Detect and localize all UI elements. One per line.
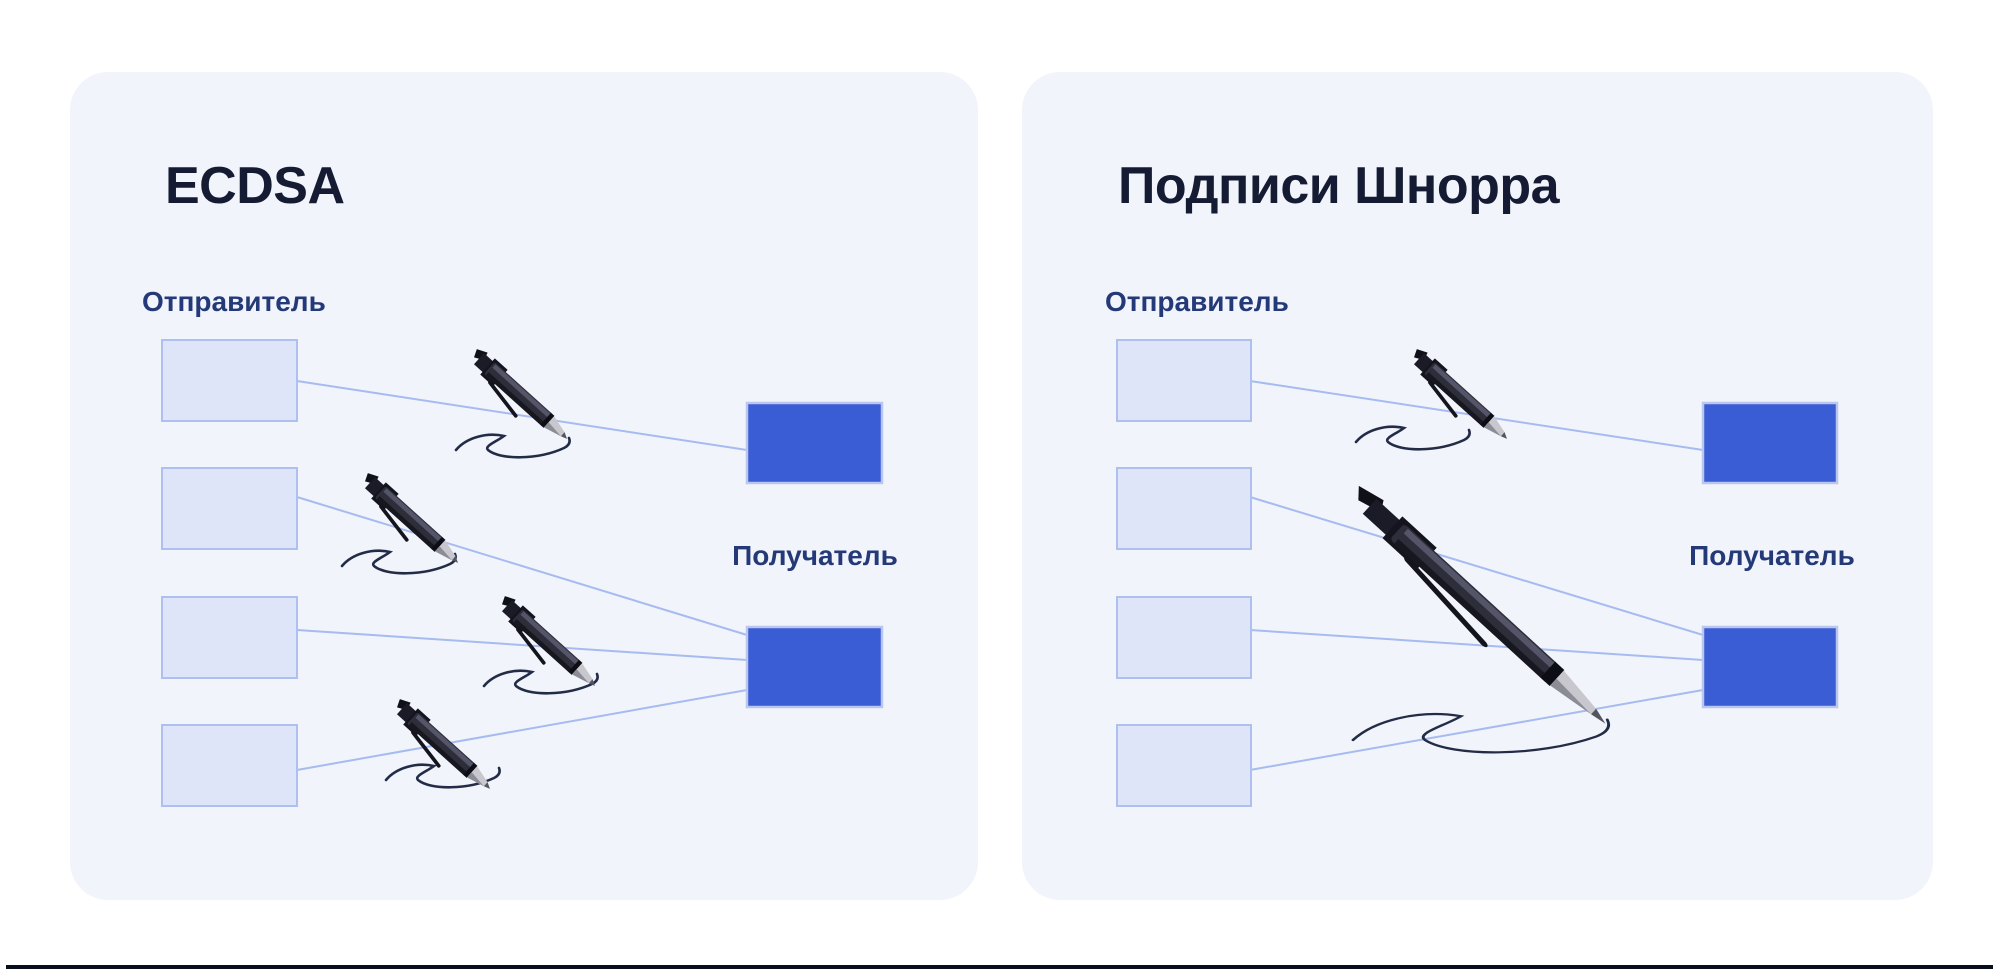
sender-box xyxy=(1116,339,1252,422)
aggregated-signature-scribble xyxy=(1351,712,1611,754)
connection-line xyxy=(1249,689,1704,771)
schnorr-diagram xyxy=(1116,339,1839,807)
connection-line xyxy=(1249,629,1704,661)
sender-box xyxy=(1116,724,1252,807)
panel-schnorr: Подписи Шнорра Отправитель Получатель xyxy=(1022,72,1933,900)
receiver-box xyxy=(745,625,884,709)
connection-line xyxy=(296,629,748,661)
receiver-label: Получатель xyxy=(732,540,898,571)
panel-title-ecdsa: ECDSA xyxy=(165,157,345,215)
connection-line xyxy=(296,689,748,771)
sender-box xyxy=(161,339,298,422)
sender-box xyxy=(1116,596,1252,679)
signature-scribble xyxy=(454,433,571,459)
signature-scribble xyxy=(340,549,457,575)
sender-box xyxy=(161,467,298,550)
receiver-box xyxy=(1701,625,1839,709)
pen-icon xyxy=(382,693,500,804)
sender-box xyxy=(161,596,298,679)
pen-icon xyxy=(1399,343,1517,454)
connection-line xyxy=(296,496,748,636)
panel-title-schnorr: Подписи Шнорра xyxy=(1118,157,1560,215)
connection-line xyxy=(296,380,748,451)
connection-line xyxy=(1249,496,1704,636)
panel-ecdsa: ECDSA Отправитель Получатель xyxy=(70,72,978,900)
pen-icon xyxy=(350,467,468,578)
ecdsa-diagram xyxy=(161,339,884,807)
sender-box xyxy=(161,724,298,807)
large-pen-icon xyxy=(1337,481,1616,741)
sender-label: Отправитель xyxy=(142,286,326,317)
receiver-box xyxy=(1701,401,1839,485)
sender-label: Отправитель xyxy=(1105,286,1289,317)
receiver-label: Получатель xyxy=(1689,540,1855,571)
bottom-divider xyxy=(6,965,1993,969)
signature-scribble xyxy=(1354,425,1471,451)
pen-icon xyxy=(487,590,605,701)
sender-box xyxy=(1116,467,1252,550)
receiver-box xyxy=(745,401,884,485)
